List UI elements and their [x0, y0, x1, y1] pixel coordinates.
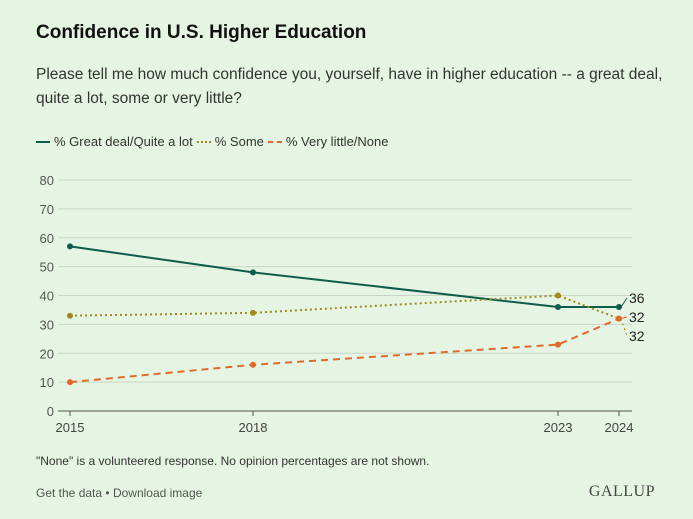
- x-tick-label: 2018: [239, 420, 268, 435]
- legend-swatch-great: [36, 140, 50, 143]
- legend-swatch-some: [196, 140, 211, 143]
- y-tick-label: 50: [40, 260, 54, 275]
- x-tick-label: 2024: [605, 420, 634, 435]
- y-tick-label: 30: [40, 317, 54, 332]
- data-point-some: [250, 309, 256, 316]
- data-point-little: [67, 379, 73, 386]
- data-point-great: [250, 269, 256, 276]
- y-tick-label: 20: [40, 346, 54, 361]
- data-point-some: [67, 312, 73, 319]
- y-tick-label: 0: [47, 404, 54, 419]
- download-image-link[interactable]: Download image: [112, 486, 203, 500]
- end-label-leader-great: [620, 297, 628, 308]
- series-line-great: [69, 245, 619, 309]
- data-point-little: [555, 341, 561, 348]
- end-label-great: 36: [629, 290, 645, 306]
- legend: % Great deal/Quite a lot % Some % Very l…: [36, 134, 393, 149]
- series-line-little: [69, 317, 620, 384]
- end-label-leader-some: [620, 318, 628, 337]
- y-tick-label: 70: [40, 202, 54, 217]
- x-tick-label: 2023: [544, 420, 573, 435]
- data-point-little: [616, 315, 622, 322]
- end-label-little: 32: [629, 309, 645, 325]
- chart-title: Confidence in U.S. Higher Education: [36, 22, 367, 43]
- footnote: "None" is a volunteered response. No opi…: [36, 454, 430, 468]
- y-tick-label: 10: [40, 375, 54, 390]
- line-chart: 0 10 20 30 40 50 60 70 80 2015 2018 2023 2024 36 32 32: [40, 173, 645, 435]
- y-tick-label: 60: [40, 231, 54, 246]
- link-separator: •: [105, 486, 110, 500]
- end-label-leader-little: [620, 316, 628, 320]
- y-tick-label: 40: [40, 289, 54, 304]
- data-point-some: [555, 292, 561, 299]
- chart-links: Get the data • Download image: [36, 486, 202, 500]
- legend-label-great: % Great deal/Quite a lot: [54, 134, 193, 149]
- legend-label-little: % Very little/None: [285, 134, 389, 149]
- legend-label-some: % Some: [214, 134, 264, 149]
- y-tick-label: 80: [40, 173, 54, 188]
- legend-item-little: % Very little/None: [267, 134, 389, 149]
- data-point-great: [555, 304, 561, 311]
- get-data-link[interactable]: Get the data: [36, 486, 103, 500]
- gallup-logo: GALLUP: [588, 483, 655, 500]
- x-tick-label: 2015: [56, 420, 85, 435]
- data-point-great: [67, 243, 73, 250]
- series-line-some: [69, 294, 620, 320]
- chart-subtitle: Please tell me how much confidence you, …: [36, 66, 663, 107]
- legend-swatch-little: [267, 140, 282, 143]
- legend-item-great: % Great deal/Quite a lot: [36, 134, 193, 149]
- data-point-great: [616, 304, 622, 311]
- legend-item-some: % Some: [196, 134, 264, 149]
- data-point-little: [250, 361, 256, 368]
- end-label-some: 32: [629, 328, 645, 344]
